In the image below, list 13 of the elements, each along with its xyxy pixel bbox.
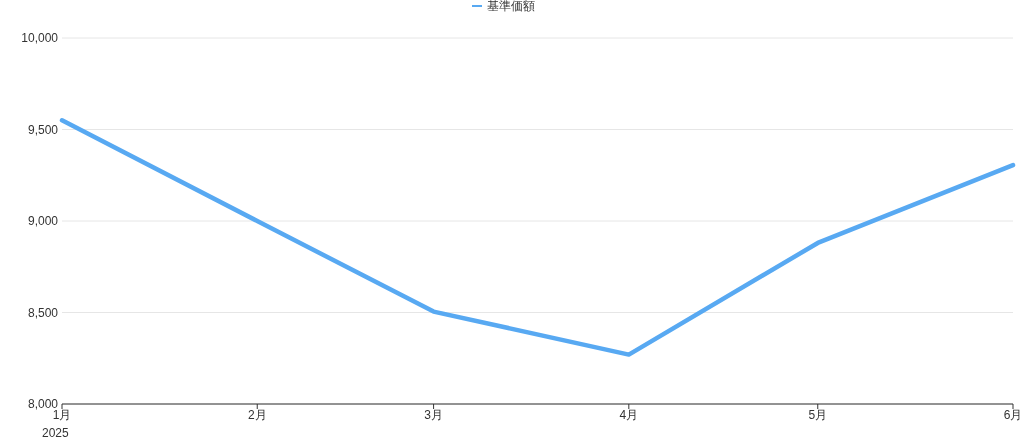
y-tick-label: 9,500 [27,122,59,137]
x-tick-label: 1月 2025 [42,408,72,439]
x-tick-label: 6月 [1003,408,1023,422]
y-tick-label: 8,000 [27,397,59,411]
y-tick-label: 8,500 [27,305,59,320]
y-tick-label: 10,000 [21,31,59,45]
x-tick-label: 4月 [619,408,639,422]
x-tick-label: 3月 [424,408,443,422]
line-series [59,118,1016,357]
y-tick-label: 9,000 [27,214,59,228]
x-tick-label: 2月 [247,408,267,422]
x-tick-label: 5月 [808,408,828,422]
legend-label: 基準価額 [487,0,535,13]
